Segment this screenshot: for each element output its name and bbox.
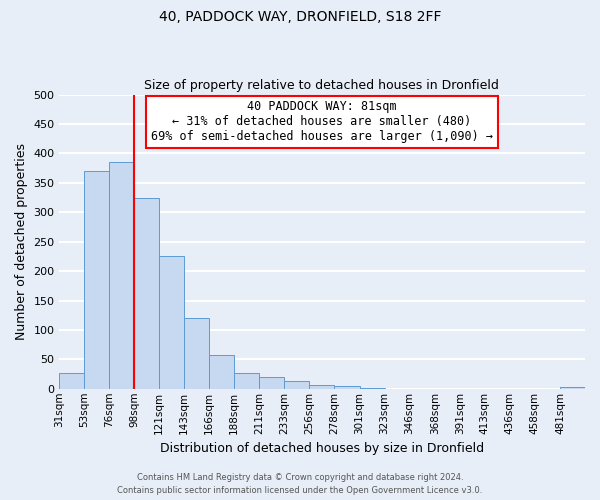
Bar xyxy=(259,377,284,389)
Bar xyxy=(134,198,159,389)
Bar xyxy=(109,162,134,389)
Bar xyxy=(284,380,310,389)
Bar xyxy=(84,171,109,389)
Text: 40, PADDOCK WAY, DRONFIELD, S18 2FF: 40, PADDOCK WAY, DRONFIELD, S18 2FF xyxy=(159,10,441,24)
Text: Contains HM Land Registry data © Crown copyright and database right 2024.
Contai: Contains HM Land Registry data © Crown c… xyxy=(118,474,482,495)
Bar xyxy=(334,386,359,389)
Bar xyxy=(310,385,334,389)
Bar xyxy=(209,355,234,389)
Bar xyxy=(359,388,385,389)
Y-axis label: Number of detached properties: Number of detached properties xyxy=(15,143,28,340)
Title: Size of property relative to detached houses in Dronfield: Size of property relative to detached ho… xyxy=(145,79,499,92)
Bar xyxy=(184,318,209,389)
X-axis label: Distribution of detached houses by size in Dronfield: Distribution of detached houses by size … xyxy=(160,442,484,455)
Bar xyxy=(159,256,184,389)
Bar xyxy=(59,373,84,389)
Bar xyxy=(560,387,585,389)
Bar xyxy=(234,373,259,389)
Text: 40 PADDOCK WAY: 81sqm
← 31% of detached houses are smaller (480)
69% of semi-det: 40 PADDOCK WAY: 81sqm ← 31% of detached … xyxy=(151,100,493,144)
